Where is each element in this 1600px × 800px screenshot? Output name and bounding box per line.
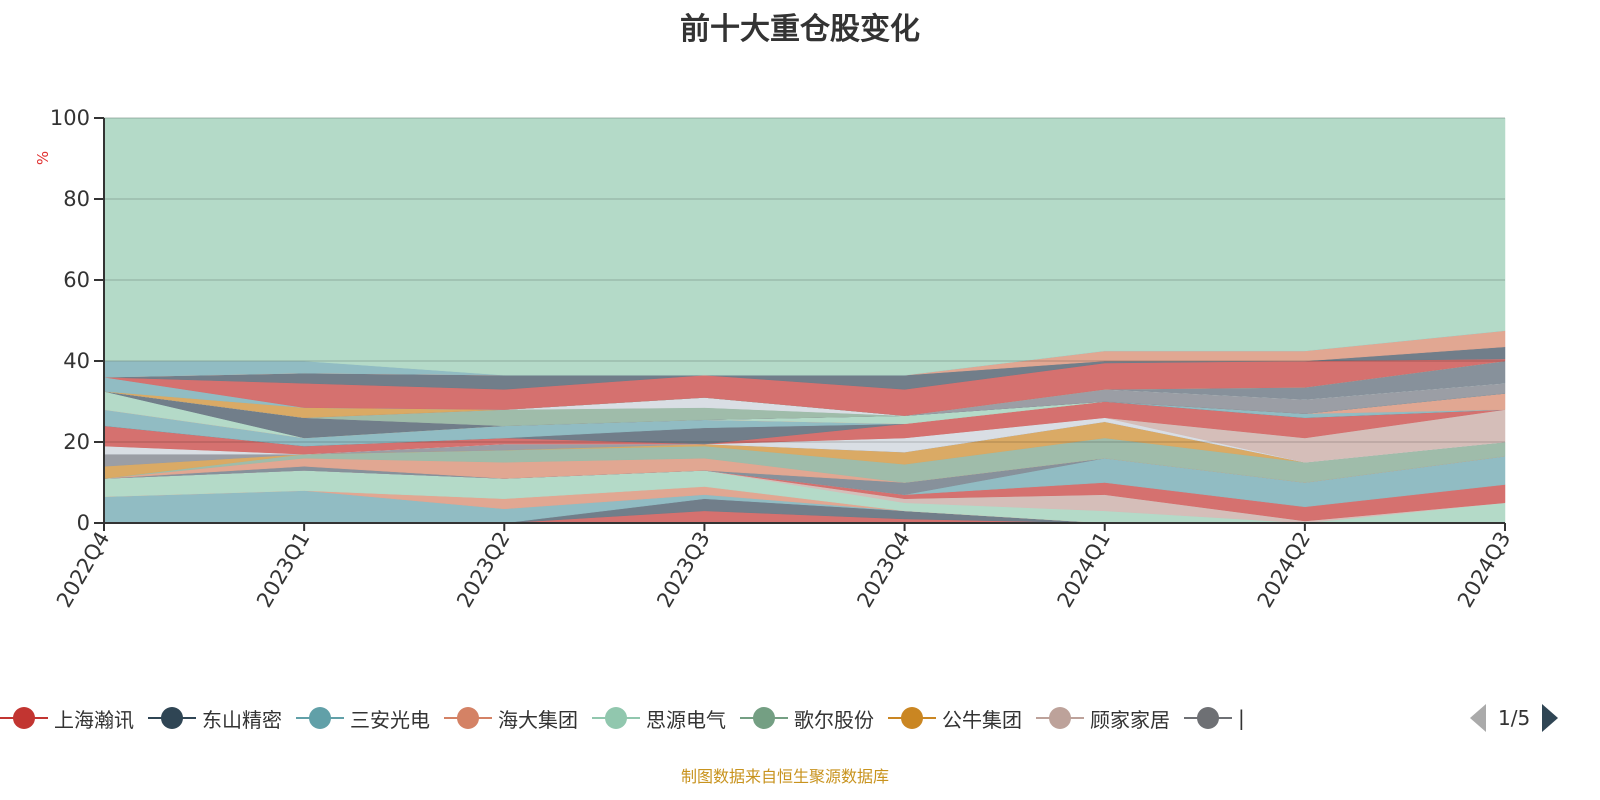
y-tick-label: 20 [63,430,90,454]
legend-item[interactable]: 三安光电 [296,704,430,733]
prev-page-icon[interactable] [1470,704,1486,732]
legend-label: | [1238,706,1245,730]
stacked-area-chart: 0 20 40 60 80 100 2022Q4 2023Q1 2023Q2 2023Q3 2023… [34,106,1515,612]
x-tick-label: 2023Q1 [252,528,314,612]
legend-label: 海大集团 [498,707,578,732]
y-tick-label: 0 [77,511,90,535]
legend-marker-icon [888,706,936,730]
legend-item[interactable]: 思源电气 [592,704,726,733]
legend-marker-icon [1036,706,1084,730]
legend-marker-icon [444,706,492,730]
legend-label: 歌尔股份 [794,707,874,732]
legend-label: 东山精密 [202,707,282,732]
legend-marker-icon [592,706,640,730]
legend: 上海瀚讯 东山精密 三安光电 海大集团 思源电气 歌尔股份 公牛集团 顾家家居 | [0,702,1259,734]
legend-item[interactable]: 海大集团 [444,704,578,733]
y-tick-label: 80 [63,187,90,211]
legend-marker-icon [148,706,196,730]
legend-item[interactable]: 上海瀚讯 [0,704,134,733]
legend-page-number: 1/5 [1498,706,1531,730]
area-series-31[interactable] [103,117,1506,376]
legend-item[interactable]: | [1184,706,1245,730]
legend-marker-icon [740,706,788,730]
legend-marker-icon [1184,706,1232,730]
legend-label: 顾家家居 [1090,707,1170,732]
y-tick-label: 40 [63,349,90,373]
x-tick-label: 2023Q2 [452,528,514,612]
legend-label: 三安光电 [350,707,430,732]
legend-pager: 1/5 [1470,704,1559,732]
chart-title: 前十大重仓股变化 [680,12,920,47]
x-tick-label: 2024Q1 [1053,528,1115,612]
y-tick-label: 100 [50,106,90,130]
y-tick-label: 60 [63,268,90,292]
legend-marker-icon [296,706,344,730]
legend-label: 公牛集团 [942,707,1022,732]
x-tick-label: 2024Q3 [1453,528,1515,612]
legend-item[interactable]: 公牛集团 [888,704,1022,733]
y-axis-label: % [34,151,52,165]
x-tick-label: 2023Q3 [652,528,714,612]
legend-marker-icon [0,706,48,730]
legend-label: 思源电气 [646,707,726,732]
legend-item[interactable]: 顾家家居 [1036,704,1170,733]
legend-item[interactable]: 东山精密 [148,704,282,733]
x-tick-label: 2022Q4 [52,528,114,612]
next-page-icon[interactable] [1542,704,1559,732]
legend-label: 上海瀚讯 [54,707,134,732]
data-source-note: 制图数据来自恒生聚源数据库 [680,767,889,786]
legend-item[interactable]: 歌尔股份 [740,704,874,733]
x-tick-label: 2023Q4 [852,528,914,612]
x-tick-label: 2024Q2 [1253,528,1315,612]
